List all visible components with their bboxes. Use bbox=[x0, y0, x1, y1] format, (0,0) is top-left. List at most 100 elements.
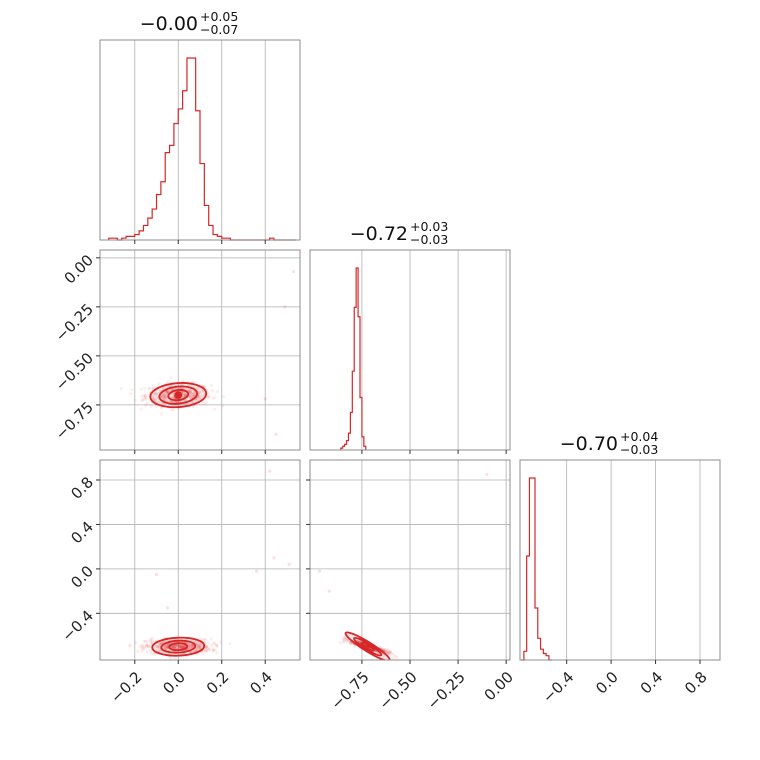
scatter-point bbox=[177, 644, 181, 648]
scatter-point bbox=[172, 396, 176, 400]
scatter-point bbox=[172, 645, 176, 650]
scatter-point bbox=[169, 656, 173, 660]
scatter-point bbox=[162, 393, 166, 398]
scatter-point bbox=[166, 390, 171, 394]
scatter-point bbox=[211, 649, 215, 653]
scatter-point bbox=[190, 394, 194, 399]
scatter-point bbox=[349, 642, 353, 646]
x-tick-label: 0.00 bbox=[481, 668, 517, 704]
scatter-point bbox=[173, 655, 177, 660]
scatter-point bbox=[211, 648, 215, 652]
scatter-point bbox=[155, 644, 160, 649]
scatter-point bbox=[154, 392, 158, 396]
scatter-point bbox=[160, 395, 164, 399]
scatter-point bbox=[188, 642, 193, 647]
scatter-point bbox=[345, 638, 349, 642]
scatter-point bbox=[206, 395, 211, 399]
scatter-point bbox=[129, 644, 133, 648]
scatter-point bbox=[142, 393, 146, 398]
scatter-point bbox=[151, 397, 156, 402]
scatter-point bbox=[180, 643, 184, 647]
scatter-point bbox=[140, 646, 144, 651]
scatter-point bbox=[174, 644, 179, 648]
scatter-point bbox=[200, 393, 204, 398]
scatter-point bbox=[162, 646, 166, 650]
scatter-point bbox=[178, 646, 183, 650]
scatter-point bbox=[119, 387, 124, 391]
scatter-point bbox=[387, 652, 391, 656]
scatter-point bbox=[149, 640, 153, 644]
scatter-point bbox=[197, 390, 202, 394]
y-tick-label: 0.4 bbox=[67, 518, 97, 548]
scatter-point bbox=[348, 641, 352, 645]
scatter-point bbox=[208, 647, 212, 651]
scatter-point bbox=[188, 390, 192, 394]
histogram-2 bbox=[521, 477, 552, 661]
scatter-point bbox=[177, 646, 182, 650]
scatter-point bbox=[142, 646, 146, 650]
histogram-0 bbox=[108, 57, 296, 241]
scatter-point bbox=[141, 398, 145, 402]
scatter-point bbox=[203, 648, 208, 653]
scatter-point bbox=[171, 645, 175, 649]
scatter-point bbox=[180, 645, 184, 649]
scatter-point bbox=[327, 589, 331, 593]
y-tick-label: 0.8 bbox=[67, 473, 97, 503]
scatter-point bbox=[166, 389, 170, 393]
x-tick-label: 0.0 bbox=[159, 668, 189, 698]
scatter-point bbox=[153, 394, 157, 398]
scatter-point bbox=[204, 644, 209, 649]
scatter-point bbox=[148, 645, 152, 649]
scatter-point bbox=[157, 647, 161, 651]
scatter-point bbox=[188, 393, 192, 397]
scatter-point bbox=[274, 432, 278, 436]
scatter-point bbox=[318, 569, 322, 573]
scatter-point bbox=[198, 644, 202, 648]
scatter-point bbox=[159, 641, 163, 646]
scatter-point bbox=[150, 636, 154, 640]
x-tick-label: −0.25 bbox=[424, 668, 469, 713]
panel-title-2: −0.70 bbox=[560, 433, 618, 455]
scatter-point bbox=[197, 644, 201, 648]
axes-frame bbox=[519, 459, 721, 661]
scatter-point bbox=[221, 404, 225, 408]
scatter-point bbox=[200, 652, 205, 656]
scatter-point bbox=[197, 645, 201, 649]
scatter-point bbox=[349, 641, 353, 645]
scatter-point bbox=[189, 643, 193, 647]
scatter-point bbox=[342, 637, 346, 641]
scatter-point bbox=[201, 638, 205, 643]
scatter-point bbox=[338, 640, 342, 645]
panel-title-0: −0.00 bbox=[140, 13, 198, 35]
scatter-point bbox=[179, 644, 183, 649]
scatter-point bbox=[170, 407, 174, 412]
scatter-point bbox=[215, 643, 219, 647]
scatter-point bbox=[342, 635, 346, 639]
scatter-point bbox=[191, 393, 195, 397]
scatter-point bbox=[172, 644, 176, 649]
scatter-point bbox=[152, 396, 156, 400]
scatter-point bbox=[171, 407, 175, 412]
scatter-point bbox=[162, 396, 167, 400]
scatter-point bbox=[164, 390, 168, 394]
scatter-point bbox=[160, 395, 165, 400]
scatter-point bbox=[196, 386, 201, 390]
scatter-point bbox=[179, 645, 183, 649]
scatter-point bbox=[204, 649, 208, 654]
scatter-point bbox=[171, 392, 175, 396]
scatter-point bbox=[165, 389, 170, 394]
scatter-point bbox=[165, 606, 169, 610]
scatter-point bbox=[164, 395, 168, 399]
scatter-point bbox=[164, 394, 168, 399]
scatter-point bbox=[272, 556, 276, 560]
scatter-point bbox=[141, 643, 145, 647]
scatter-point bbox=[186, 387, 190, 391]
scatter-point bbox=[136, 649, 140, 653]
x-tick-label: 0.4 bbox=[246, 668, 276, 698]
scatter-point bbox=[197, 396, 202, 400]
scatter-point bbox=[162, 397, 166, 401]
scatter-point bbox=[358, 639, 362, 644]
scatter-point bbox=[388, 650, 392, 654]
scatter-point bbox=[196, 645, 200, 649]
scatter-point bbox=[157, 381, 161, 385]
